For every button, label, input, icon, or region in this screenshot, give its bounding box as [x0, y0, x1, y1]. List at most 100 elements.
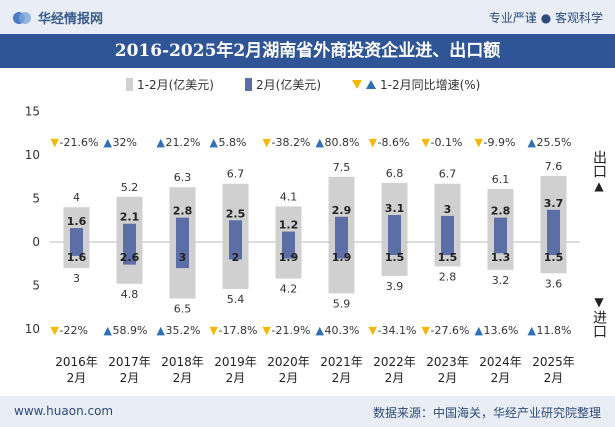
- import-yoy-label: 58.9%: [113, 324, 148, 337]
- x-tick-label: 2020年 2月: [267, 355, 310, 385]
- legend-yoy-down-icon: [352, 80, 362, 89]
- legend-feb-swatch: [245, 78, 252, 91]
- export-total-label: 4: [73, 191, 80, 204]
- export-feb-bar: [494, 217, 507, 242]
- export-feb-bar: [70, 228, 83, 242]
- x-tick-label: 2023年 2月: [426, 355, 469, 385]
- import-total-label: 5.9: [333, 297, 351, 310]
- x-tick-label: 2019年 2月: [214, 355, 257, 385]
- import-total-label: 5.4: [227, 293, 245, 306]
- chart-title: 2016-2025年2月湖南省外商投资企业进、出口额: [0, 34, 615, 68]
- export-feb-bar: [229, 220, 242, 242]
- import-yoy-label: -17.8%: [219, 324, 258, 337]
- import-total-label: 4.8: [121, 288, 139, 301]
- export-total-label: 6.8: [386, 167, 404, 180]
- import-feb-bar: [335, 242, 348, 259]
- legend-total-label: 1-2月(亿美元): [137, 78, 214, 92]
- export-yoy-arrow-icon: ▲: [528, 136, 537, 149]
- import-yoy-arrow-icon: ▲: [475, 324, 484, 337]
- export-feb-bar: [388, 215, 401, 242]
- import-yoy-label: -21.9%: [272, 324, 311, 337]
- export-yoy-arrow-icon: ▲: [210, 136, 219, 149]
- export-yoy-label: 21.2%: [166, 136, 201, 149]
- footer-source: 数据来源：中国海关，华经产业研究院整理: [372, 406, 601, 420]
- import-feb-bar: [494, 242, 507, 254]
- legend-yoy-up-icon: [366, 80, 376, 89]
- import-feb-bar: [388, 242, 401, 256]
- export-yoy-label: 25.5%: [537, 136, 572, 149]
- export-yoy-label: -38.2%: [272, 136, 311, 149]
- export-yoy-arrow-icon: ▼: [369, 136, 378, 149]
- import-yoy-arrow-icon: ▼: [422, 324, 431, 337]
- export-feb-label: 3: [444, 203, 452, 216]
- import-feb-label: 2.6: [120, 251, 140, 264]
- import-total-label: 6.5: [174, 303, 192, 316]
- import-feb-label: 1.9: [332, 251, 352, 264]
- export-total-label: 5.2: [121, 181, 139, 194]
- export-total-label: 6.7: [439, 168, 457, 181]
- import-feb-bar: [70, 242, 83, 256]
- export-arrow-icon: ▲: [594, 179, 604, 193]
- export-feb-bar: [441, 215, 454, 242]
- export-feb-label: 1.2: [279, 219, 299, 232]
- y-tick-label: 10: [25, 148, 40, 162]
- export-total-label: 6.3: [174, 171, 192, 184]
- import-feb-label: 1.9: [279, 251, 299, 264]
- export-feb-label: 2.8: [491, 205, 511, 218]
- export-yoy-label: -0.1%: [431, 136, 463, 149]
- y-tick-label: 5: [32, 279, 40, 293]
- x-tick-label: 2024年 2月: [479, 355, 522, 385]
- import-yoy-label: -34.1%: [378, 324, 417, 337]
- import-total-label: 4.2: [280, 283, 298, 296]
- import-feb-label: 1.5: [385, 251, 405, 264]
- import-feb-bar: [547, 242, 560, 256]
- export-yoy-label: 80.8%: [325, 136, 360, 149]
- import-feb-bar: [123, 242, 136, 265]
- import-feb-label: 1.3: [491, 251, 511, 264]
- export-yoy-arrow-icon: ▼: [263, 136, 272, 149]
- export-yoy-label: 5.8%: [219, 136, 247, 149]
- import-yoy-arrow-icon: ▲: [104, 324, 113, 337]
- export-feb-label: 3.7: [544, 197, 564, 210]
- y-tick-label: 10: [25, 322, 40, 336]
- export-total-label: 7.6: [545, 160, 563, 173]
- export-yoy-arrow-icon: ▼: [475, 136, 484, 149]
- export-total-label: 6.1: [492, 173, 510, 186]
- export-label-text: 出口: [591, 150, 607, 178]
- import-total-label: 3.2: [492, 274, 510, 287]
- import-feb-bar: [229, 242, 242, 260]
- export-feb-bar: [123, 223, 136, 242]
- import-feb-label: 1.6: [67, 251, 87, 264]
- import-yoy-arrow-icon: ▼: [51, 324, 60, 337]
- import-total-label: 3.6: [545, 277, 563, 290]
- legend: 1-2月(亿美元) 2月(亿美元) 1-2月同比增速(%): [0, 76, 615, 94]
- export-yoy-label: 32%: [113, 136, 137, 149]
- import-yoy-arrow-icon: ▲: [157, 324, 166, 337]
- export-yoy-label: -8.6%: [378, 136, 410, 149]
- import-feb-label: 1.5: [544, 251, 564, 264]
- export-feb-label: 2.9: [332, 204, 352, 217]
- import-yoy-arrow-icon: ▲: [528, 324, 537, 337]
- import-yoy-arrow-icon: ▼: [263, 324, 272, 337]
- import-total-label: 3: [73, 272, 80, 285]
- legend-feb: 2月(亿美元): [245, 76, 321, 93]
- import-yoy-label: 40.3%: [325, 324, 360, 337]
- x-tick-label: 2021年 2月: [320, 355, 363, 385]
- import-arrow-icon: ▼: [594, 295, 604, 309]
- legend-feb-label: 2月(亿美元): [256, 78, 321, 92]
- import-yoy-label: -27.6%: [431, 324, 470, 337]
- export-yoy-arrow-icon: ▼: [51, 136, 60, 149]
- import-feb-bar: [441, 242, 454, 256]
- import-feb-bar: [176, 242, 189, 269]
- export-feb-label: 2.1: [120, 211, 140, 224]
- logo: 华经情报网: [12, 8, 103, 27]
- legend-total-swatch: [126, 78, 133, 91]
- export-total-label: 4.1: [280, 190, 298, 203]
- import-yoy-arrow-icon: ▼: [369, 324, 378, 337]
- import-feb-bar: [282, 242, 295, 259]
- export-feb-bar: [176, 217, 189, 242]
- import-yoy-label: -22%: [60, 324, 88, 337]
- export-feb-bar: [282, 231, 295, 242]
- legend-total: 1-2月(亿美元): [126, 76, 214, 93]
- export-label: 出口 ▲: [591, 150, 607, 194]
